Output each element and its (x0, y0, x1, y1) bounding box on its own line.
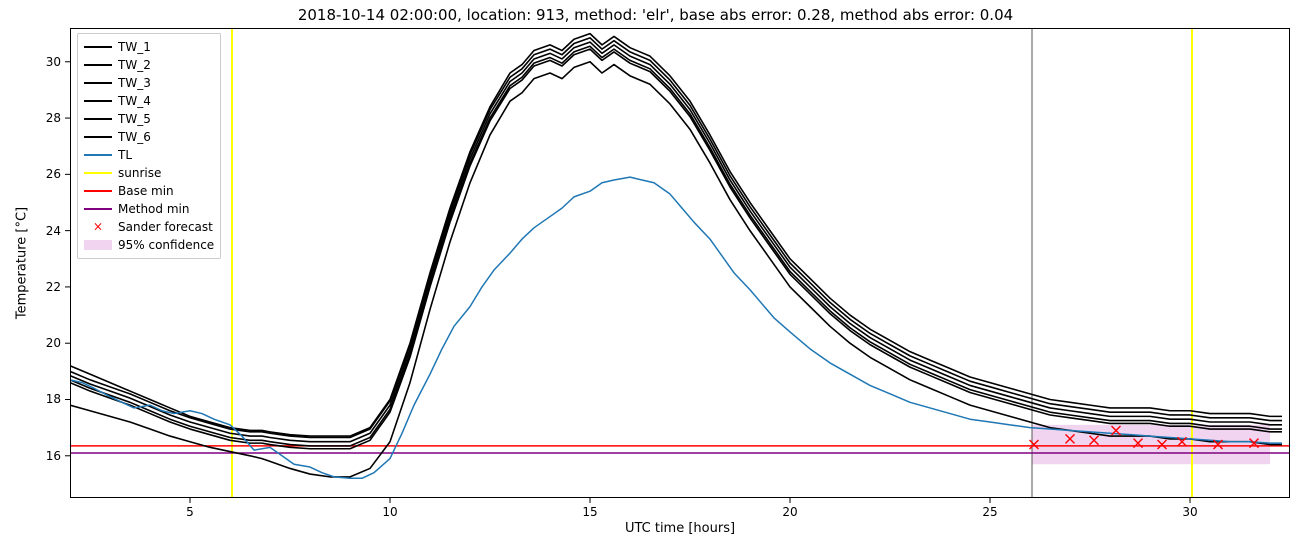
chart-title: 2018-10-14 02:00:00, location: 913, meth… (0, 6, 1311, 24)
legend-label: TW_1 (118, 40, 151, 54)
legend: TW_1 TW_2 TW_3 TW_4 TW_5 TW_6 TL sunrise Base mi… (77, 33, 221, 259)
legend-label: Method min (118, 202, 189, 216)
legend-entry: TW_6 (84, 128, 214, 146)
legend-swatch (84, 148, 112, 162)
y-tick-label: 24 (46, 224, 61, 238)
plot-area: TW_1 TW_2 TW_3 TW_4 TW_5 TW_6 TL sunrise Base mi… (70, 28, 1290, 498)
legend-label: Base min (118, 184, 174, 198)
legend-entry: TW_2 (84, 56, 214, 74)
y-tick-label: 28 (46, 111, 61, 125)
legend-swatch (84, 202, 112, 216)
legend-label: TW_4 (118, 94, 151, 108)
x-tick-label: 30 (1182, 505, 1197, 519)
legend-entry: TW_4 (84, 92, 214, 110)
legend-swatch (84, 112, 112, 126)
x-tick-label: 5 (186, 505, 194, 519)
legend-swatch (84, 238, 112, 252)
legend-label: sunrise (118, 166, 161, 180)
legend-entry: 95% confidence (84, 236, 214, 254)
legend-label: 95% confidence (118, 238, 214, 252)
legend-swatch (84, 40, 112, 54)
legend-swatch (84, 76, 112, 90)
plot-svg (70, 28, 1290, 498)
legend-entry: × Sander forecast (84, 218, 214, 236)
x-tick-label: 20 (782, 505, 797, 519)
legend-swatch (84, 94, 112, 108)
legend-swatch (84, 130, 112, 144)
legend-swatch (84, 166, 112, 180)
y-tick-label: 26 (46, 167, 61, 181)
legend-label: Sander forecast (118, 220, 213, 234)
legend-label: TW_3 (118, 76, 151, 90)
legend-entry: Base min (84, 182, 214, 200)
y-axis-label: Temperature [°C] (15, 207, 30, 319)
legend-entry: sunrise (84, 164, 214, 182)
legend-entry: TW_1 (84, 38, 214, 56)
y-tick-label: 16 (46, 449, 61, 463)
legend-entry: TW_3 (84, 74, 214, 92)
legend-entry: TW_5 (84, 110, 214, 128)
legend-label: TL (118, 148, 132, 162)
x-tick-label: 10 (382, 505, 397, 519)
y-tick-label: 30 (46, 55, 61, 69)
y-tick-label: 20 (46, 336, 61, 350)
y-tick-label: 22 (46, 280, 61, 294)
legend-label: TW_5 (118, 112, 151, 126)
legend-swatch (84, 184, 112, 198)
legend-label: TW_6 (118, 130, 151, 144)
legend-entry: Method min (84, 200, 214, 218)
legend-entry: TL (84, 146, 214, 164)
legend-swatch (84, 58, 112, 72)
x-axis-label: UTC time [hours] (625, 521, 735, 536)
y-tick-label: 18 (46, 392, 61, 406)
legend-swatch: × (84, 220, 112, 234)
x-tick-label: 15 (582, 505, 597, 519)
x-tick-label: 25 (982, 505, 997, 519)
figure: 2018-10-14 02:00:00, location: 913, meth… (0, 0, 1311, 547)
legend-label: TW_2 (118, 58, 151, 72)
